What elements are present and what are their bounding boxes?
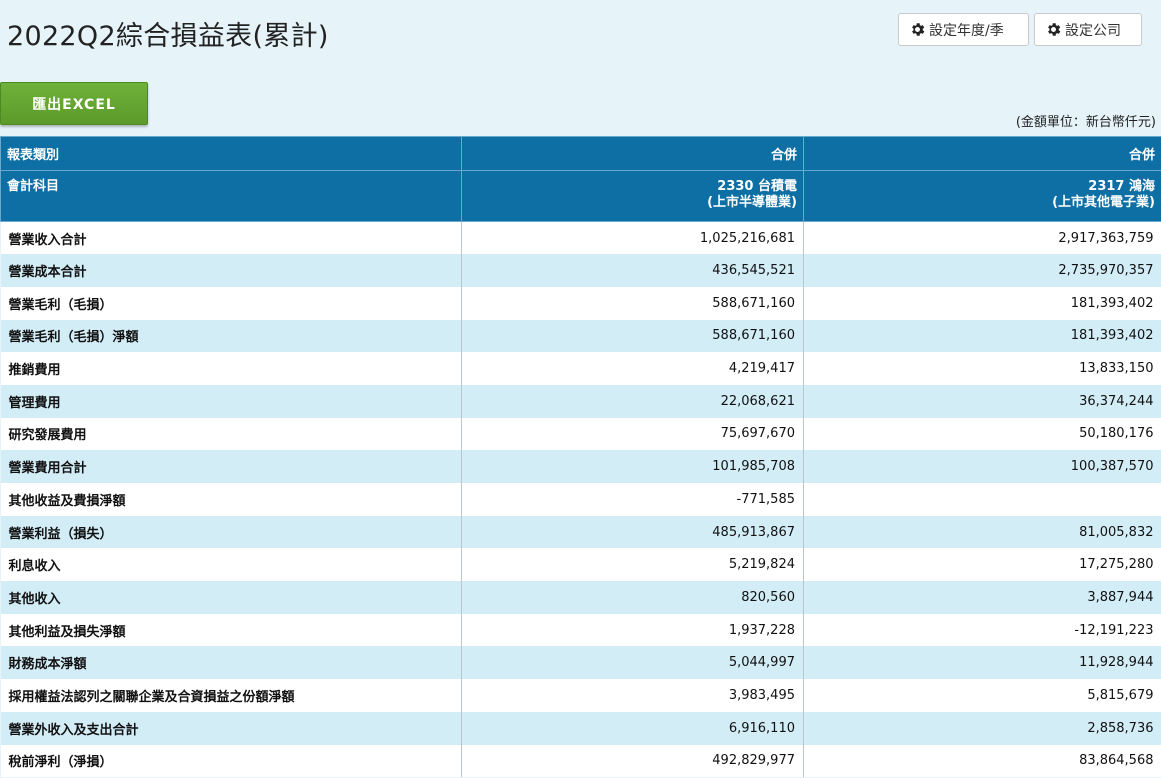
value-cell-col1: 436,545,521 (461, 254, 804, 287)
value-cell-col2: 2,858,736 (803, 711, 1161, 745)
export-excel-button[interactable]: 匯出EXCEL (0, 82, 148, 125)
value-cell-col2: 50,180,176 (803, 417, 1161, 451)
table-row: 營業毛利（毛損） 588,671,160 181,393,402 (0, 286, 1161, 320)
header-col2-company: 2317 鴻海 (上市其他電子業) (803, 170, 1161, 222)
value-cell-col1: 3,983,495 (461, 679, 804, 712)
account-label: 營業費用合計 (0, 450, 462, 483)
table-row: 營業毛利（毛損）淨額 588,671,160 181,393,402 (0, 319, 1161, 353)
value-cell-col1: 492,829,977 (461, 744, 804, 778)
value-cell-col1: 820,560 (461, 581, 804, 614)
table-row: 其他利益及損失淨額 1,937,228 -12,191,223 (0, 613, 1161, 647)
header-row-accounts: 會計科目 2330 台積電 (上市半導體業) 2317 鴻海 (上市其他電子業) (0, 170, 1161, 222)
value-cell-col2: 13,833,150 (803, 352, 1161, 385)
value-cell-col1: 5,219,824 (461, 548, 804, 582)
unit-note: (金額單位：新台幣仟元) (1015, 115, 1156, 130)
header-col1-company-name: 2330 台積電 (717, 179, 797, 194)
table-row: 營業外收入及支出合計 6,916,110 2,858,736 (0, 711, 1161, 745)
gear-icon (912, 23, 925, 36)
header-report-type-label: 報表類別 (0, 136, 462, 171)
header-col1-company-industry: (上市半導體業) (707, 195, 797, 210)
value-cell-col1: 22,068,621 (461, 384, 804, 418)
account-label: 推銷費用 (0, 352, 462, 385)
set-period-button[interactable]: 設定年度/季 (898, 13, 1029, 46)
page-title: 2022Q2綜合損益表(累計) (7, 21, 329, 52)
table-row: 稅前淨利（淨損） 492,829,977 83,864,568 (0, 744, 1161, 778)
header-account-label: 會計科目 (0, 170, 462, 222)
table-row: 營業費用合計 101,985,708 100,387,570 (0, 450, 1161, 483)
value-cell-col1: 485,913,867 (461, 515, 804, 549)
set-period-label: 設定年度/季 (929, 22, 1004, 39)
account-label: 財務成本淨額 (0, 646, 462, 680)
set-company-label: 設定公司 (1065, 22, 1121, 39)
value-cell-col1: 5,044,997 (461, 646, 804, 680)
account-label: 採用權益法認列之關聯企業及合資損益之份額淨額 (0, 679, 462, 712)
header-row-report-type: 報表類別 合併 合併 (0, 136, 1161, 171)
value-cell-col1: 6,916,110 (461, 711, 804, 745)
table-row: 其他收入 820,560 3,887,944 (0, 581, 1161, 614)
value-cell-col2: 3,887,944 (803, 581, 1161, 614)
account-label: 其他收入 (0, 581, 462, 614)
value-cell-col2: 5,815,679 (803, 679, 1161, 712)
value-cell-col2: 181,393,402 (803, 319, 1161, 353)
value-cell-col1: 588,671,160 (461, 286, 804, 320)
header-col2-company-name: 2317 鴻海 (1088, 179, 1155, 194)
account-label: 營業利益（損失） (0, 515, 462, 549)
table-row: 利息收入 5,219,824 17,275,280 (0, 548, 1161, 582)
table-row: 研究發展費用 75,697,670 50,180,176 (0, 417, 1161, 451)
table-row: 營業利益（損失） 485,913,867 81,005,832 (0, 515, 1161, 549)
account-label: 研究發展費用 (0, 417, 462, 451)
table-row: 其他收益及費損淨額 -771,585 (0, 483, 1161, 516)
table-row: 營業成本合計 436,545,521 2,735,970,357 (0, 254, 1161, 287)
value-cell-col1: 75,697,670 (461, 417, 804, 451)
value-cell-col1: 101,985,708 (461, 450, 804, 483)
value-cell-col2: 2,917,363,759 (803, 221, 1161, 255)
account-label: 利息收入 (0, 548, 462, 582)
table-row: 管理費用 22,068,621 36,374,244 (0, 384, 1161, 418)
value-cell-col2: 17,275,280 (803, 548, 1161, 582)
income-statement-table: 報表類別 合併 合併 會計科目 2330 台積電 (上市半導體業) 2317 鴻… (0, 136, 1161, 778)
value-cell-col1: 1,937,228 (461, 613, 804, 647)
value-cell-col2: 100,387,570 (803, 450, 1161, 483)
value-cell-col2: 11,928,944 (803, 646, 1161, 680)
table-row: 推銷費用 4,219,417 13,833,150 (0, 352, 1161, 385)
value-cell-col2: 81,005,832 (803, 515, 1161, 549)
value-cell-col1: 4,219,417 (461, 352, 804, 385)
account-label: 營業毛利（毛損）淨額 (0, 319, 462, 353)
value-cell-col1: 1,025,216,681 (461, 221, 804, 255)
account-label: 營業收入合計 (0, 221, 462, 255)
account-label: 營業毛利（毛損） (0, 286, 462, 320)
header-col2-type: 合併 (803, 136, 1161, 171)
account-label: 其他收益及費損淨額 (0, 483, 462, 516)
table-row: 財務成本淨額 5,044,997 11,928,944 (0, 646, 1161, 680)
header-col2-company-industry: (上市其他電子業) (1052, 195, 1155, 210)
gear-icon (1048, 23, 1061, 36)
value-cell-col2: 181,393,402 (803, 286, 1161, 320)
value-cell-col2: 36,374,244 (803, 384, 1161, 418)
account-label: 稅前淨利（淨損） (0, 744, 462, 778)
account-label: 其他利益及損失淨額 (0, 613, 462, 647)
value-cell-col2 (803, 483, 1161, 516)
table-row: 營業收入合計 1,025,216,681 2,917,363,759 (0, 221, 1161, 255)
header-col1-company: 2330 台積電 (上市半導體業) (461, 170, 804, 222)
account-label: 營業成本合計 (0, 254, 462, 287)
account-label: 營業外收入及支出合計 (0, 711, 462, 745)
account-label: 管理費用 (0, 384, 462, 418)
value-cell-col2: 2,735,970,357 (803, 254, 1161, 287)
value-cell-col1: -771,585 (461, 483, 804, 516)
value-cell-col2: 83,864,568 (803, 744, 1161, 778)
table-row: 採用權益法認列之關聯企業及合資損益之份額淨額 3,983,495 5,815,679 (0, 679, 1161, 712)
set-company-button[interactable]: 設定公司 (1034, 13, 1142, 46)
value-cell-col1: 588,671,160 (461, 319, 804, 353)
value-cell-col2: -12,191,223 (803, 613, 1161, 647)
header-col1-type: 合併 (461, 136, 804, 171)
